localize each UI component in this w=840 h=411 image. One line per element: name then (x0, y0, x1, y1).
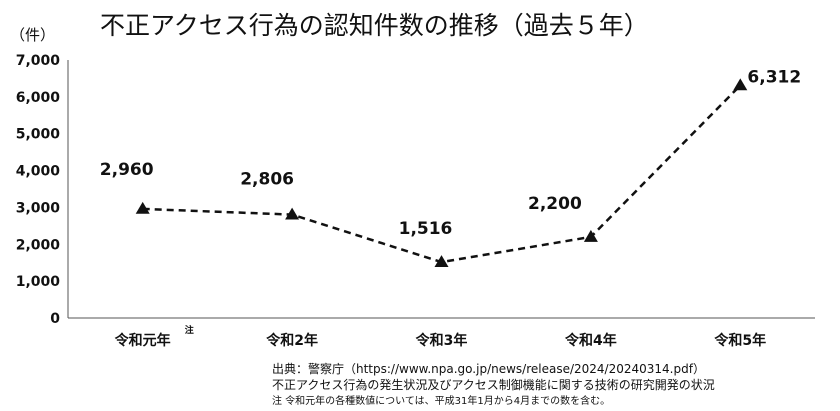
y-tick-label: 0 (50, 311, 60, 327)
x-tick-label: 令和元年 (114, 332, 171, 349)
data-point-marker (583, 229, 598, 242)
y-tick-label: 5,000 (16, 127, 61, 143)
data-point-marker (733, 78, 748, 91)
data-point-marker (135, 201, 150, 214)
y-tick-label: 7,000 (16, 53, 61, 69)
source-footnote: 注 令和元年の各種数値については、平成31年1月から4月までの数を含む。 (272, 394, 610, 407)
series-line (135, 78, 748, 268)
chart-title: 不正アクセス行為の認知件数の推移（過去５年） (100, 11, 649, 40)
source-line-1: 出典：警察庁（https://www.npa.go.jp/news/releas… (272, 361, 705, 376)
y-tick-label: 2,000 (16, 237, 61, 253)
data-label: 2,806 (240, 170, 294, 190)
y-tick-label: 1,000 (16, 274, 61, 290)
data-label: 2,200 (528, 194, 582, 214)
data-labels: 2,960 2,806 1,516 2,200 6,312 (100, 67, 801, 239)
y-tick-label: 3,000 (16, 200, 61, 216)
y-axis-unit: （件） (10, 26, 55, 44)
data-point-marker (434, 255, 449, 268)
x-tick-label: 令和5年 (713, 332, 766, 349)
source-line-2: 不正アクセス行為の発生状況及びアクセス制御機能に関する技術の研究開発の状況 (272, 377, 715, 392)
data-label: 2,960 (100, 160, 154, 180)
data-label: 1,516 (399, 219, 453, 239)
x-tick-label: 令和2年 (265, 332, 318, 349)
x-tick-note: 注 (185, 324, 194, 336)
y-axis: 0 1,000 2,000 3,000 4,000 5,000 6,000 7,000 (16, 53, 69, 327)
x-tick-label: 令和3年 (415, 332, 468, 349)
data-label: 6,312 (747, 67, 801, 87)
data-point-marker (285, 207, 300, 220)
y-tick-label: 6,000 (16, 90, 61, 106)
x-tick-label: 令和4年 (564, 332, 617, 349)
y-tick-label: 4,000 (16, 164, 61, 180)
